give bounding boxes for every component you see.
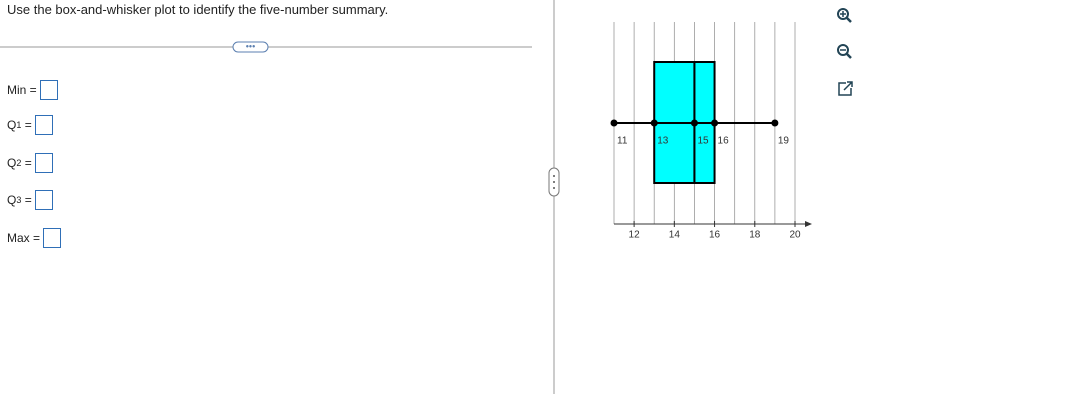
input[interactable] <box>43 228 62 248</box>
input[interactable] <box>39 80 58 100</box>
label: Max = <box>7 231 41 245</box>
x-tick-label: 12 <box>629 230 641 241</box>
zoom-out[interactable] <box>837 44 852 59</box>
answer-row: Max = <box>7 227 62 249</box>
input[interactable] <box>34 115 53 135</box>
box-plot: 12 14 16 18 20 11 13 15 16 19 <box>610 22 812 241</box>
value-label: 13 <box>657 136 669 147</box>
dot <box>553 175 555 177</box>
point <box>690 119 698 127</box>
point <box>771 119 779 127</box>
x-tick-label: 18 <box>749 230 761 241</box>
dot <box>553 187 555 189</box>
label: Min = <box>7 83 37 97</box>
subscript: 3 <box>16 195 22 205</box>
point <box>650 119 658 127</box>
equals: = <box>24 193 32 207</box>
label: Q <box>7 156 17 170</box>
label: Q <box>7 118 17 132</box>
value-label: 19 <box>778 136 790 147</box>
input[interactable] <box>34 153 53 173</box>
value-label: 15 <box>697 136 709 147</box>
resize-handle[interactable] <box>548 167 560 197</box>
value-label: 11 <box>617 136 628 147</box>
input[interactable] <box>34 190 53 210</box>
subscript: 1 <box>16 120 22 130</box>
x-tick-label: 14 <box>669 230 681 241</box>
equals: = <box>24 118 32 132</box>
open-external[interactable] <box>838 81 853 96</box>
box-upper <box>693 61 716 184</box>
value-label: 16 <box>718 136 730 147</box>
x-tick-label: 16 <box>709 230 721 241</box>
label: Q <box>7 193 17 207</box>
subscript: 2 <box>16 158 22 168</box>
dots: ••• <box>246 41 255 51</box>
zoom-in[interactable] <box>837 8 852 23</box>
expand-button[interactable] <box>232 41 269 53</box>
equals: = <box>24 156 32 170</box>
question: Use the box-and-whisker plot to identify… <box>7 2 389 17</box>
x-tick-label: 20 <box>789 230 801 241</box>
point <box>711 119 719 127</box>
point <box>610 119 618 127</box>
box-lower <box>653 61 696 184</box>
axis-arrow <box>805 221 812 227</box>
dot <box>553 181 555 183</box>
answer-row: Min = <box>7 79 58 101</box>
